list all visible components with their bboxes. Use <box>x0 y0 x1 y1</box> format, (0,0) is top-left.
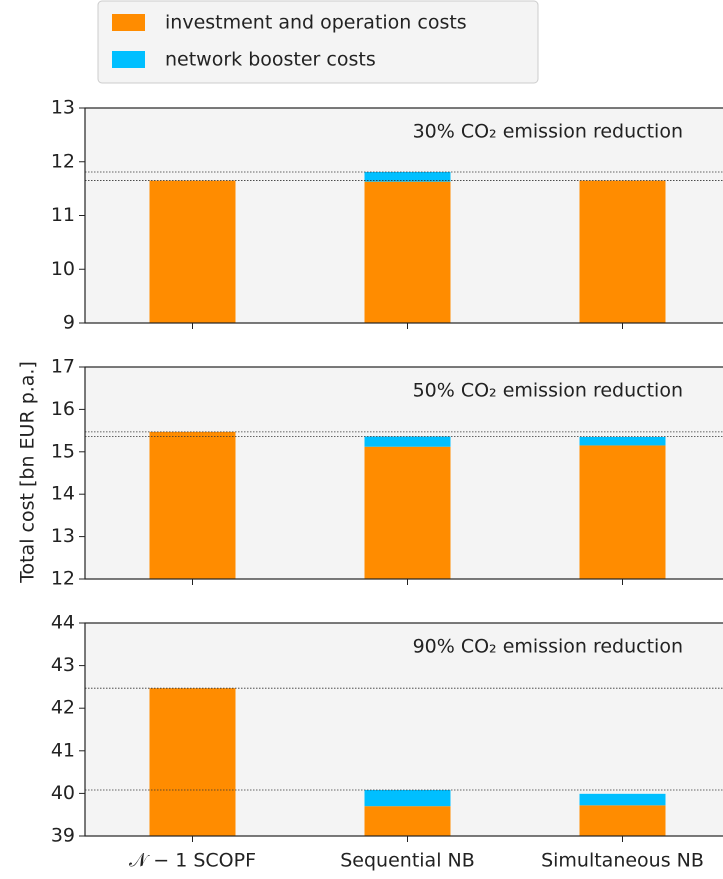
x-tick-label: Simultaneous NB <box>541 850 704 872</box>
bar-segment <box>149 180 236 323</box>
legend-label: network booster costs <box>165 49 376 71</box>
panel-annotation: 50% CO₂ emission reduction <box>413 380 683 402</box>
y-tick-label: 11 <box>51 204 75 226</box>
x-tick-label: 𝒩 − 1 SCOPF <box>129 850 256 872</box>
bar-segment <box>579 805 666 836</box>
y-tick-label: 9 <box>63 312 75 334</box>
bar-segment <box>149 431 236 579</box>
legend-swatch <box>112 51 145 68</box>
y-tick-label: 13 <box>51 525 75 547</box>
y-tick-label: 15 <box>51 440 75 462</box>
y-axis-label: Total cost [bn EUR p.a.] <box>17 361 39 584</box>
legend-box <box>97 0 539 84</box>
bar-segment <box>364 806 451 836</box>
x-tick-label: Sequential NB <box>340 850 475 872</box>
plot-frame <box>84 366 723 580</box>
legend-label: investment and operation costs <box>165 12 467 34</box>
plot-frame <box>84 107 723 324</box>
plot-frame <box>84 622 723 837</box>
bar-segment <box>364 181 451 323</box>
y-tick-label: 17 <box>51 356 75 378</box>
y-tick-label: 42 <box>51 697 75 719</box>
bar-segment <box>579 793 666 806</box>
bar-segment <box>364 436 451 447</box>
y-tick-label: 13 <box>51 97 75 119</box>
panel-annotation: 90% CO₂ emission reduction <box>413 636 683 658</box>
bar-segment <box>364 446 451 579</box>
y-tick-label: 16 <box>51 398 75 420</box>
bar-segment <box>579 436 666 446</box>
y-tick-label: 44 <box>51 612 75 634</box>
bar-segment <box>364 789 451 807</box>
bar-segment <box>364 171 451 182</box>
panel-annotation: 30% CO₂ emission reduction <box>413 121 683 143</box>
legend-swatch <box>112 14 145 31</box>
y-tick-label: 41 <box>51 739 75 761</box>
y-tick-label: 39 <box>51 825 75 847</box>
y-tick-label: 12 <box>51 568 75 590</box>
y-tick-label: 43 <box>51 654 75 676</box>
bar-segment <box>579 445 666 579</box>
y-tick-label: 40 <box>51 782 75 804</box>
y-tick-label: 12 <box>51 150 75 172</box>
bar-segment <box>579 180 666 323</box>
y-tick-label: 14 <box>51 483 75 505</box>
bar-segment <box>149 688 236 836</box>
y-tick-label: 10 <box>51 258 75 280</box>
